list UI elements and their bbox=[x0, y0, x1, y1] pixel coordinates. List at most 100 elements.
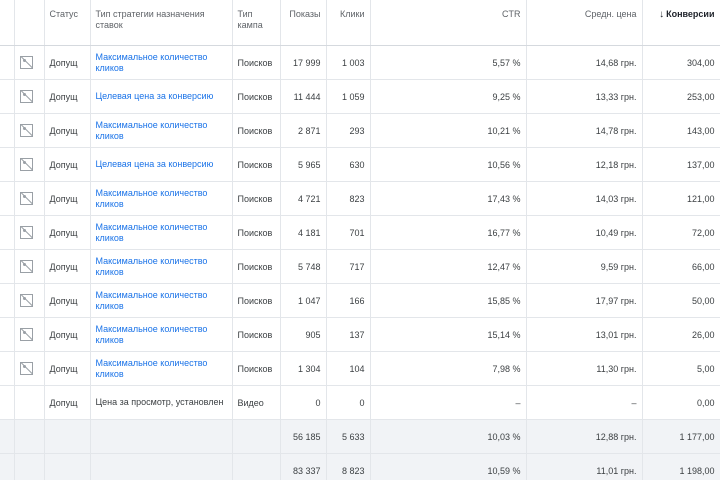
avg-price-cell: 14,03 грн. bbox=[526, 181, 643, 216]
status-cell: Допущ bbox=[44, 351, 91, 386]
avg-price-cell: – bbox=[526, 385, 643, 420]
conversions-cell: 5,00 bbox=[642, 351, 720, 386]
preview-cell bbox=[14, 113, 45, 148]
strategy-link[interactable]: Максимальное количество кликов bbox=[95, 289, 208, 311]
strategy-cell: Максимальное количество кликов bbox=[90, 181, 233, 216]
table-row: Допущ Целевая цена за конверсию Поисков 11 … bbox=[0, 79, 720, 114]
image-placeholder-icon bbox=[19, 56, 33, 69]
column-header-conversions[interactable]: ↓ Конверсии bbox=[642, 0, 720, 46]
campaign-type-cell: Поисков bbox=[232, 283, 281, 318]
impressions-cell: 5 748 bbox=[280, 249, 327, 284]
campaign-type-cell: Поисков bbox=[232, 215, 281, 250]
status-cell: Допущ bbox=[44, 215, 91, 250]
column-header-account[interactable]: ет bbox=[0, 0, 15, 46]
summary-avg-price: 12,88 грн. bbox=[526, 419, 643, 454]
avg-price-cell: 10,49 грн. bbox=[526, 215, 643, 250]
table-row: Допущ Максимальное количество кликов Поиск… bbox=[0, 215, 720, 250]
account-cell bbox=[0, 113, 15, 148]
strategy-link[interactable]: Целевая цена за конверсию bbox=[95, 159, 214, 169]
campaign-type-cell: Поисков bbox=[232, 181, 281, 216]
status-cell: Допущ bbox=[44, 317, 91, 352]
table-row: Допущ Максимальное количество кликов Поиск… bbox=[0, 181, 720, 216]
ctr-cell: 16,77 % bbox=[370, 215, 527, 250]
impressions-cell: 4 721 bbox=[280, 181, 327, 216]
ctr-cell: 5,57 % bbox=[370, 45, 527, 80]
image-placeholder-icon bbox=[19, 158, 33, 171]
conversions-cell: 304,00 bbox=[642, 45, 720, 80]
table-row: ... Допущ Цена за просмотр, установлен Виде… bbox=[0, 385, 720, 420]
summary-clicks: 8 823 bbox=[326, 453, 371, 480]
summary-impressions: 83 337 bbox=[280, 453, 327, 480]
table-row: Допущ Максимальное количество кликов Поиск… bbox=[0, 317, 720, 352]
summary-ctr: 10,03 % bbox=[370, 419, 527, 454]
clicks-cell: 293 bbox=[326, 113, 371, 148]
summary-row: 56 185 5 633 10,03 % 12,88 грн. 1 177,00 bbox=[0, 419, 720, 454]
clicks-cell: 823 bbox=[326, 181, 371, 216]
strategy-link[interactable]: Максимальное количество кликов bbox=[95, 255, 208, 277]
strategy-link[interactable]: Максимальное количество кликов bbox=[95, 357, 208, 379]
campaign-type-cell: Поисков bbox=[232, 317, 281, 352]
account-cell bbox=[0, 45, 15, 80]
strategy-link: Цена за просмотр, установлен bbox=[95, 397, 224, 407]
strategy-cell: Максимальное количество кликов bbox=[90, 249, 233, 284]
preview-cell bbox=[14, 283, 45, 318]
impressions-cell: 905 bbox=[280, 317, 327, 352]
summary-empty-cell bbox=[90, 453, 233, 480]
summary-ctr: 10,59 % bbox=[370, 453, 527, 480]
conversions-cell: 143,00 bbox=[642, 113, 720, 148]
summary-empty-cell bbox=[232, 419, 281, 454]
ctr-cell: 15,14 % bbox=[370, 317, 527, 352]
table-row: Допущ Максимальное количество кликов Поиск… bbox=[0, 283, 720, 318]
strategy-cell: Максимальное количество кликов bbox=[90, 215, 233, 250]
column-header-preview bbox=[14, 0, 45, 46]
clicks-cell: 1 003 bbox=[326, 45, 371, 80]
preview-cell bbox=[14, 317, 45, 352]
preview-cell bbox=[14, 181, 45, 216]
status-cell: Допущ bbox=[44, 79, 91, 114]
column-header-clicks[interactable]: Клики bbox=[326, 0, 371, 46]
image-placeholder-icon bbox=[19, 90, 33, 103]
account-cell bbox=[0, 317, 15, 352]
account-cell bbox=[0, 249, 15, 284]
conversions-cell: 72,00 bbox=[642, 215, 720, 250]
strategy-cell: Целевая цена за конверсию bbox=[90, 79, 233, 114]
ctr-cell: 7,98 % bbox=[370, 351, 527, 386]
strategy-link[interactable]: Целевая цена за конверсию bbox=[95, 91, 214, 101]
table-row: Допущ Целевая цена за конверсию Поисков 5 9… bbox=[0, 147, 720, 182]
clicks-cell: 0 bbox=[326, 385, 371, 420]
strategy-link[interactable]: Максимальное количество кликов bbox=[95, 221, 208, 243]
strategy-cell: Максимальное количество кликов bbox=[90, 351, 233, 386]
strategy-cell: Максимальное количество кликов bbox=[90, 45, 233, 80]
column-header-strategy[interactable]: Тип стратегии назначения ставок bbox=[90, 0, 233, 46]
summary-empty-cell bbox=[14, 419, 45, 454]
table-row: Допущ Максимальное количество кликов Поиск… bbox=[0, 249, 720, 284]
conversions-cell: 121,00 bbox=[642, 181, 720, 216]
avg-price-cell: 13,01 грн. bbox=[526, 317, 643, 352]
strategy-cell: Максимальное количество кликов bbox=[90, 317, 233, 352]
image-placeholder-icon bbox=[19, 294, 33, 307]
status-cell: Допущ bbox=[44, 249, 91, 284]
sort-descending-icon: ↓ bbox=[659, 9, 665, 20]
strategy-link[interactable]: Максимальное количество кликов bbox=[95, 187, 208, 209]
column-header-ctr[interactable]: CTR bbox=[370, 0, 527, 46]
column-header-status[interactable]: Статус bbox=[44, 0, 91, 46]
summary-conversions: 1 198,00 bbox=[642, 453, 720, 480]
status-cell: Допущ bbox=[44, 181, 91, 216]
column-header-avg-price[interactable]: Средн. цена bbox=[526, 0, 643, 46]
summary-empty-cell bbox=[232, 453, 281, 480]
impressions-cell: 4 181 bbox=[280, 215, 327, 250]
column-header-campaign-type[interactable]: Тип кампа bbox=[232, 0, 281, 46]
clicks-cell: 701 bbox=[326, 215, 371, 250]
status-cell: Допущ bbox=[44, 283, 91, 318]
image-placeholder-icon bbox=[19, 192, 33, 205]
column-header-impressions[interactable]: Показы bbox=[280, 0, 327, 46]
avg-price-cell: 9,59 грн. bbox=[526, 249, 643, 284]
strategy-link[interactable]: Максимальное количество кликов bbox=[95, 51, 208, 73]
impressions-cell: 5 965 bbox=[280, 147, 327, 182]
strategy-link[interactable]: Максимальное количество кликов bbox=[95, 323, 208, 345]
strategy-link[interactable]: Максимальное количество кликов bbox=[95, 119, 208, 141]
preview-cell bbox=[14, 249, 45, 284]
ctr-cell: 9,25 % bbox=[370, 79, 527, 114]
clicks-cell: 630 bbox=[326, 147, 371, 182]
avg-price-cell: 11,30 грн. bbox=[526, 351, 643, 386]
